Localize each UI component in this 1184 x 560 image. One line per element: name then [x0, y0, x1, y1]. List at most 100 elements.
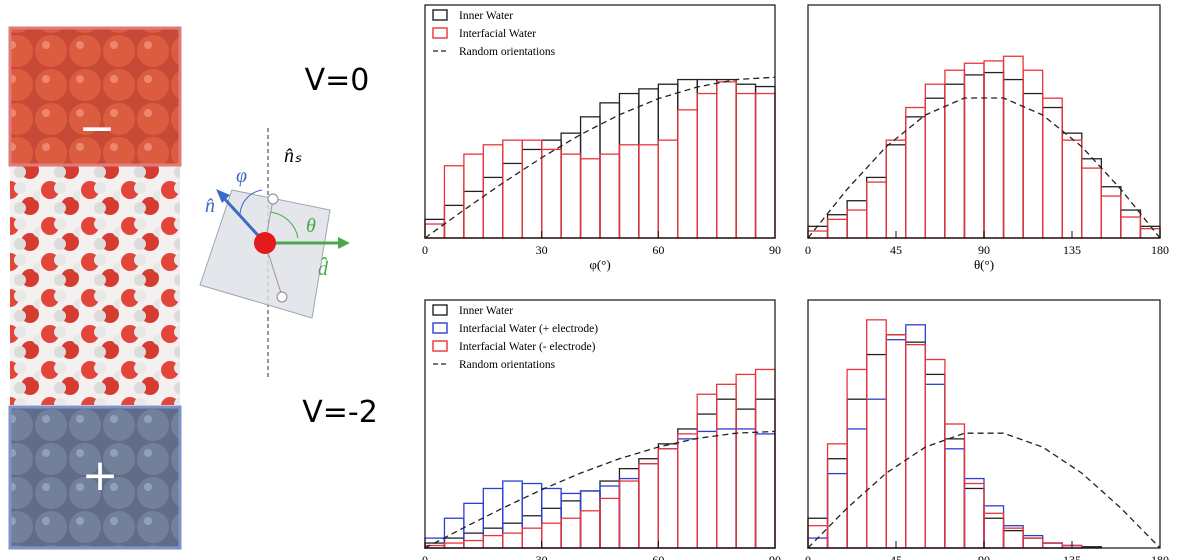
histogram-bar: [678, 110, 697, 238]
legend-label: Random orientations: [459, 359, 556, 371]
histogram-bar: [561, 518, 580, 548]
histogram-bar: [1101, 196, 1121, 238]
histogram-bar: [925, 84, 945, 238]
histogram-bar: [886, 335, 906, 548]
x-tick-label: 180: [1151, 553, 1169, 560]
histogram-bar: [639, 459, 658, 548]
histogram-bar: [867, 177, 887, 238]
histogram-bar: [867, 182, 887, 238]
histogram-bar: [678, 439, 697, 548]
histogram-bar: [697, 431, 716, 548]
histogram-bar: [1004, 526, 1024, 548]
histogram-bar: [658, 444, 677, 548]
x-axis-label: θ(°): [974, 257, 994, 272]
histogram-bar: [1101, 187, 1121, 238]
histogram-bar: [639, 464, 658, 548]
histogram-bar: [717, 82, 736, 238]
electrode-sign: +: [82, 450, 119, 501]
histogram-bar: [561, 133, 580, 238]
histogram-bar: [483, 488, 502, 548]
histogram-bar: [906, 342, 926, 548]
legend-label: Inner Water: [459, 10, 513, 22]
histogram-bar: [828, 215, 848, 238]
histogram-bar: [542, 140, 561, 238]
histogram-bar: [600, 481, 619, 548]
histogram-bar: [503, 481, 522, 548]
histogram-bar: [808, 518, 828, 548]
histogram-bar: [847, 429, 867, 548]
histogram-bar: [1023, 538, 1043, 548]
histogram-bar: [756, 399, 775, 548]
histogram-bar: [542, 523, 561, 548]
legend-swatch: [433, 305, 447, 315]
histogram-bar: [717, 399, 736, 548]
histogram-bar: [561, 154, 580, 238]
histogram-bar: [678, 434, 697, 548]
histogram-bar: [964, 484, 984, 548]
histogram-bar: [464, 541, 483, 548]
diagram-label: d̂: [318, 256, 329, 280]
histogram-bar: [503, 523, 522, 548]
histogram-bar: [678, 429, 697, 548]
histogram-bar: [697, 80, 716, 238]
diagram-label: n̂ₛ: [284, 145, 302, 167]
histogram-bar: [483, 536, 502, 548]
histogram-bar: [886, 340, 906, 548]
histogram-bar: [483, 145, 502, 238]
histogram-bar: [581, 117, 600, 238]
histogram-bar: [984, 506, 1004, 548]
histogram-bar: [542, 508, 561, 548]
histogram-bar: [886, 335, 906, 548]
histogram-bar: [581, 491, 600, 548]
histogram-bar: [639, 89, 658, 238]
legend-swatch: [433, 341, 447, 351]
histogram-bar: [464, 503, 483, 548]
histogram-bar: [1004, 56, 1024, 238]
histogram-bar: [736, 374, 755, 548]
x-tick-label: 0: [805, 243, 811, 257]
histogram-bar: [808, 226, 828, 238]
histogram-bar: [945, 70, 965, 238]
panel-label: V=0: [305, 63, 370, 98]
histogram-bar: [717, 384, 736, 548]
histogram-bar: [522, 140, 541, 238]
x-tick-label: 0: [422, 243, 428, 257]
histogram-bar: [847, 399, 867, 548]
histogram-bar: [756, 94, 775, 238]
histogram-bar: [945, 424, 965, 548]
histogram-bar: [828, 219, 848, 238]
histogram-bar: [964, 63, 984, 238]
histogram-bar: [1043, 98, 1063, 238]
histogram-bar: [847, 369, 867, 548]
histogram-bar: [1121, 217, 1141, 238]
diagram-label: φ: [236, 165, 247, 187]
histogram-bar: [581, 511, 600, 548]
histogram-bar: [581, 491, 600, 548]
legend-label: Interfacial Water (+ electrode): [459, 323, 598, 335]
histogram-bar: [1082, 159, 1102, 238]
histogram-bar: [906, 117, 926, 238]
histogram-bar: [906, 345, 926, 548]
histogram-bar: [945, 84, 965, 238]
histogram-bar: [600, 498, 619, 548]
hydrogen-atom: [277, 292, 287, 302]
histogram-bar: [886, 145, 906, 238]
histogram-bar: [619, 145, 638, 238]
histogram-bar: [522, 149, 541, 238]
histogram-bar: [464, 191, 483, 238]
histogram-bar: [561, 493, 580, 548]
legend-label: Interfacial Water: [459, 28, 536, 40]
histogram-bar: [945, 449, 965, 548]
x-tick-label: 30: [536, 243, 548, 257]
histogram-bar: [444, 166, 463, 238]
histogram-bar: [756, 434, 775, 548]
histogram-bar: [847, 210, 867, 238]
x-tick-label: 60: [652, 553, 664, 560]
histogram-bar: [984, 518, 1004, 548]
histogram-bar: [658, 449, 677, 548]
histogram-bar: [464, 154, 483, 238]
histogram-bar: [444, 543, 463, 548]
histogram-bar: [736, 84, 755, 238]
histogram-bar: [1043, 543, 1063, 548]
histogram-bar: [697, 94, 716, 238]
